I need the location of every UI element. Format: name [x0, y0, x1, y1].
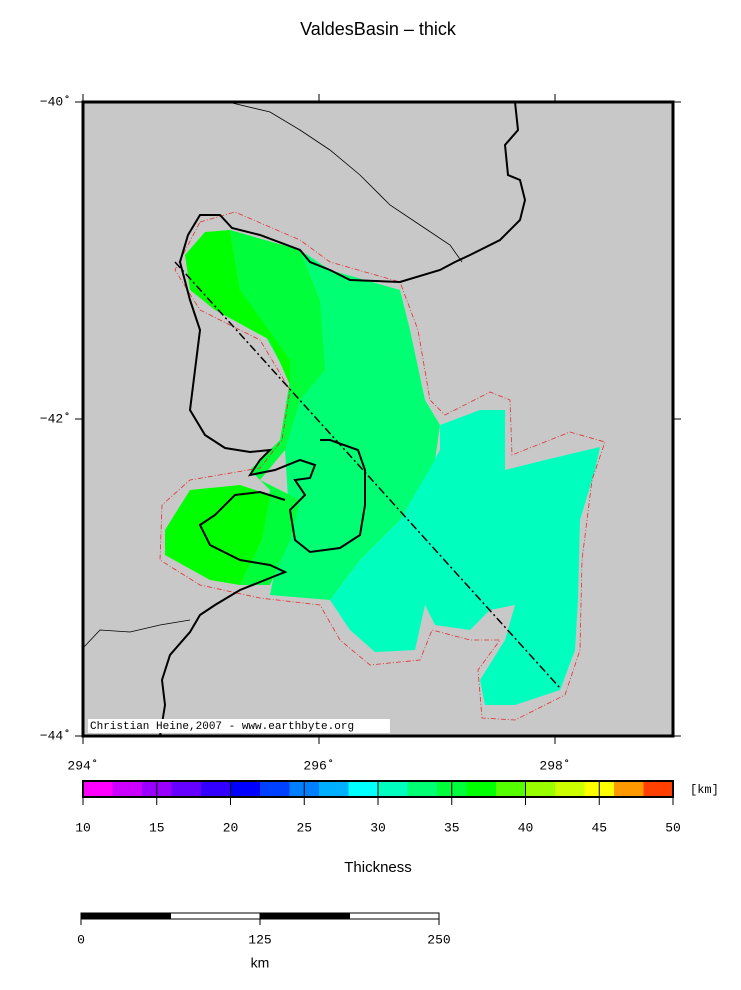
colorbar-segment [201, 781, 231, 797]
colorbar-segment [260, 781, 290, 797]
colorbar-tick-label: 50 [665, 820, 681, 835]
thickness-zone [330, 410, 600, 705]
credit: Christian Heine,2007 - www.earthbyte.org [90, 721, 354, 733]
scale-unit: km [251, 955, 270, 971]
colorbar-segment [555, 781, 585, 797]
scale-tick-label: 250 [427, 932, 450, 947]
thickness-zone [270, 250, 440, 600]
colorbar-segment [466, 781, 497, 797]
coastline [227, 101, 463, 263]
colorbar-segment [525, 781, 556, 797]
scale-segment [170, 912, 261, 920]
thickness-zone [230, 230, 325, 585]
colorbar-tick-label: 40 [518, 820, 534, 835]
colorbar-segment [614, 781, 644, 797]
scale-tick-label: 125 [248, 932, 271, 947]
y-tick-label: −40˚ [40, 94, 71, 109]
scale-segment [259, 912, 350, 920]
colorbar-label: Thickness [344, 859, 412, 876]
colorbar-segment [171, 781, 202, 797]
coastline [82, 619, 191, 649]
colorbar-segment [496, 781, 526, 797]
colorbar-segment [348, 781, 379, 797]
thickness-zone [185, 230, 290, 385]
colorbar-segment [643, 781, 674, 797]
colorbar-tick-label: 30 [370, 820, 386, 835]
scale-tick-label: 0 [77, 932, 85, 947]
data-boundary [159, 211, 606, 721]
x-tick-label: 296˚ [303, 758, 334, 773]
colorbar-tick-label: 10 [75, 820, 91, 835]
title: ValdesBasin – thick [300, 19, 457, 39]
colorbar-segment [112, 781, 143, 797]
colorbar-tick-label: 45 [591, 820, 607, 835]
colorbar-segment [407, 781, 438, 797]
coastline [178, 101, 527, 554]
colorbar-segment [83, 781, 113, 797]
y-tick-label: −42˚ [40, 411, 71, 426]
x-tick-label: 294˚ [67, 758, 98, 773]
scale-segment [80, 912, 171, 920]
y-tick-label: −44˚ [40, 728, 71, 743]
colorbar-tick-label: 15 [149, 820, 165, 835]
x-tick-label: 298˚ [539, 758, 570, 773]
colorbar-tick-label: 20 [223, 820, 239, 835]
colorbar-unit: [km] [690, 783, 719, 797]
colorbar-tick-label: 25 [296, 820, 312, 835]
colorbar-segment [378, 781, 408, 797]
coastlines [82, 101, 527, 737]
credit-box [88, 719, 390, 733]
scale-segment [349, 912, 440, 920]
coastline [159, 490, 288, 737]
colorbar-segment [319, 781, 349, 797]
thickness-field [165, 230, 600, 705]
colorbar-tick-label: 35 [444, 820, 460, 835]
colorbar-segment [230, 781, 261, 797]
